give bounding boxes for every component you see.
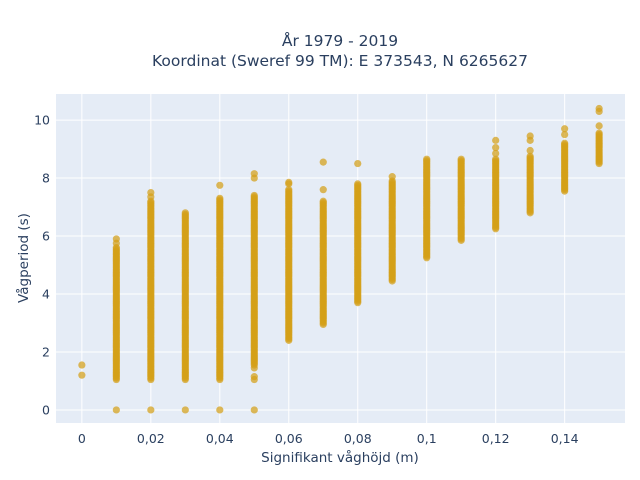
data-point-outlier	[112, 406, 120, 414]
data-point-outlier	[181, 406, 189, 414]
data-point-outlier	[561, 125, 569, 133]
data-point	[457, 155, 465, 163]
x-tick-label: 0,02	[137, 431, 165, 446]
data-point	[595, 129, 603, 137]
data-point-outlier	[250, 364, 258, 372]
y-tick-label: 4	[42, 287, 50, 302]
data-point	[354, 180, 362, 188]
data-point	[250, 191, 258, 200]
data-point-outlier	[216, 406, 224, 414]
data-point-outlier	[492, 149, 500, 158]
data-point	[561, 139, 569, 147]
data-point-outlier	[216, 181, 224, 189]
data-point	[181, 209, 189, 217]
y-axis-ticks: 0 2 4 6 8 10	[34, 113, 50, 418]
data-point	[526, 152, 534, 160]
data-point-outlier	[319, 158, 327, 166]
data-point	[492, 155, 500, 163]
x-tick-label: 0	[78, 431, 86, 446]
data-point-outlier	[78, 361, 86, 369]
chart-title-line-1: År 1979 - 2019	[282, 31, 398, 50]
data-point-outlier	[526, 132, 534, 140]
x-tick-label: 0,14	[551, 431, 579, 446]
x-tick-label: 0,12	[482, 431, 510, 446]
data-point-outlier	[354, 159, 362, 168]
data-points	[78, 104, 603, 414]
x-tick-label: 0,04	[206, 431, 234, 446]
data-point-outlier	[319, 186, 327, 194]
data-point-outlier	[250, 406, 258, 414]
x-axis-title: Signifikant våghöjd (m)	[261, 449, 419, 466]
data-point-outlier	[78, 371, 86, 379]
data-point-outlier	[112, 235, 120, 243]
x-axis-ticks: 0 0,02 0,04 0,06 0,08 0,1 0,12 0,14	[78, 431, 579, 446]
data-point-outlier	[595, 122, 603, 130]
plot-area	[56, 94, 625, 423]
y-axis-title: Vågperiod (s)	[15, 213, 32, 303]
x-tick-label: 0,06	[275, 431, 303, 446]
data-point-outlier	[526, 146, 534, 155]
y-tick-label: 6	[42, 229, 50, 244]
chart-title-line-2: Koordinat (Sweref 99 TM): E 373543, N 62…	[152, 52, 528, 70]
data-point-outlier	[388, 173, 396, 181]
data-point	[319, 197, 327, 205]
x-tick-label: 0,1	[417, 431, 437, 446]
y-tick-label: 2	[42, 344, 50, 359]
data-point	[216, 194, 224, 202]
data-point-outlier	[147, 406, 155, 414]
data-point-outlier	[492, 136, 500, 144]
y-tick-label: 8	[42, 171, 50, 186]
x-tick-label: 0,08	[344, 431, 372, 446]
y-tick-label: 10	[34, 113, 50, 128]
data-point-outlier	[250, 373, 258, 381]
data-point-outlier	[561, 130, 569, 139]
data-point-outlier	[423, 155, 431, 163]
data-point	[285, 186, 293, 194]
data-point-outlier	[285, 178, 293, 187]
data-point-outlier	[147, 188, 155, 197]
data-point-outlier	[492, 144, 500, 152]
y-tick-label: 0	[42, 402, 50, 417]
data-point-outlier	[595, 104, 603, 113]
data-point-outlier	[250, 170, 258, 178]
